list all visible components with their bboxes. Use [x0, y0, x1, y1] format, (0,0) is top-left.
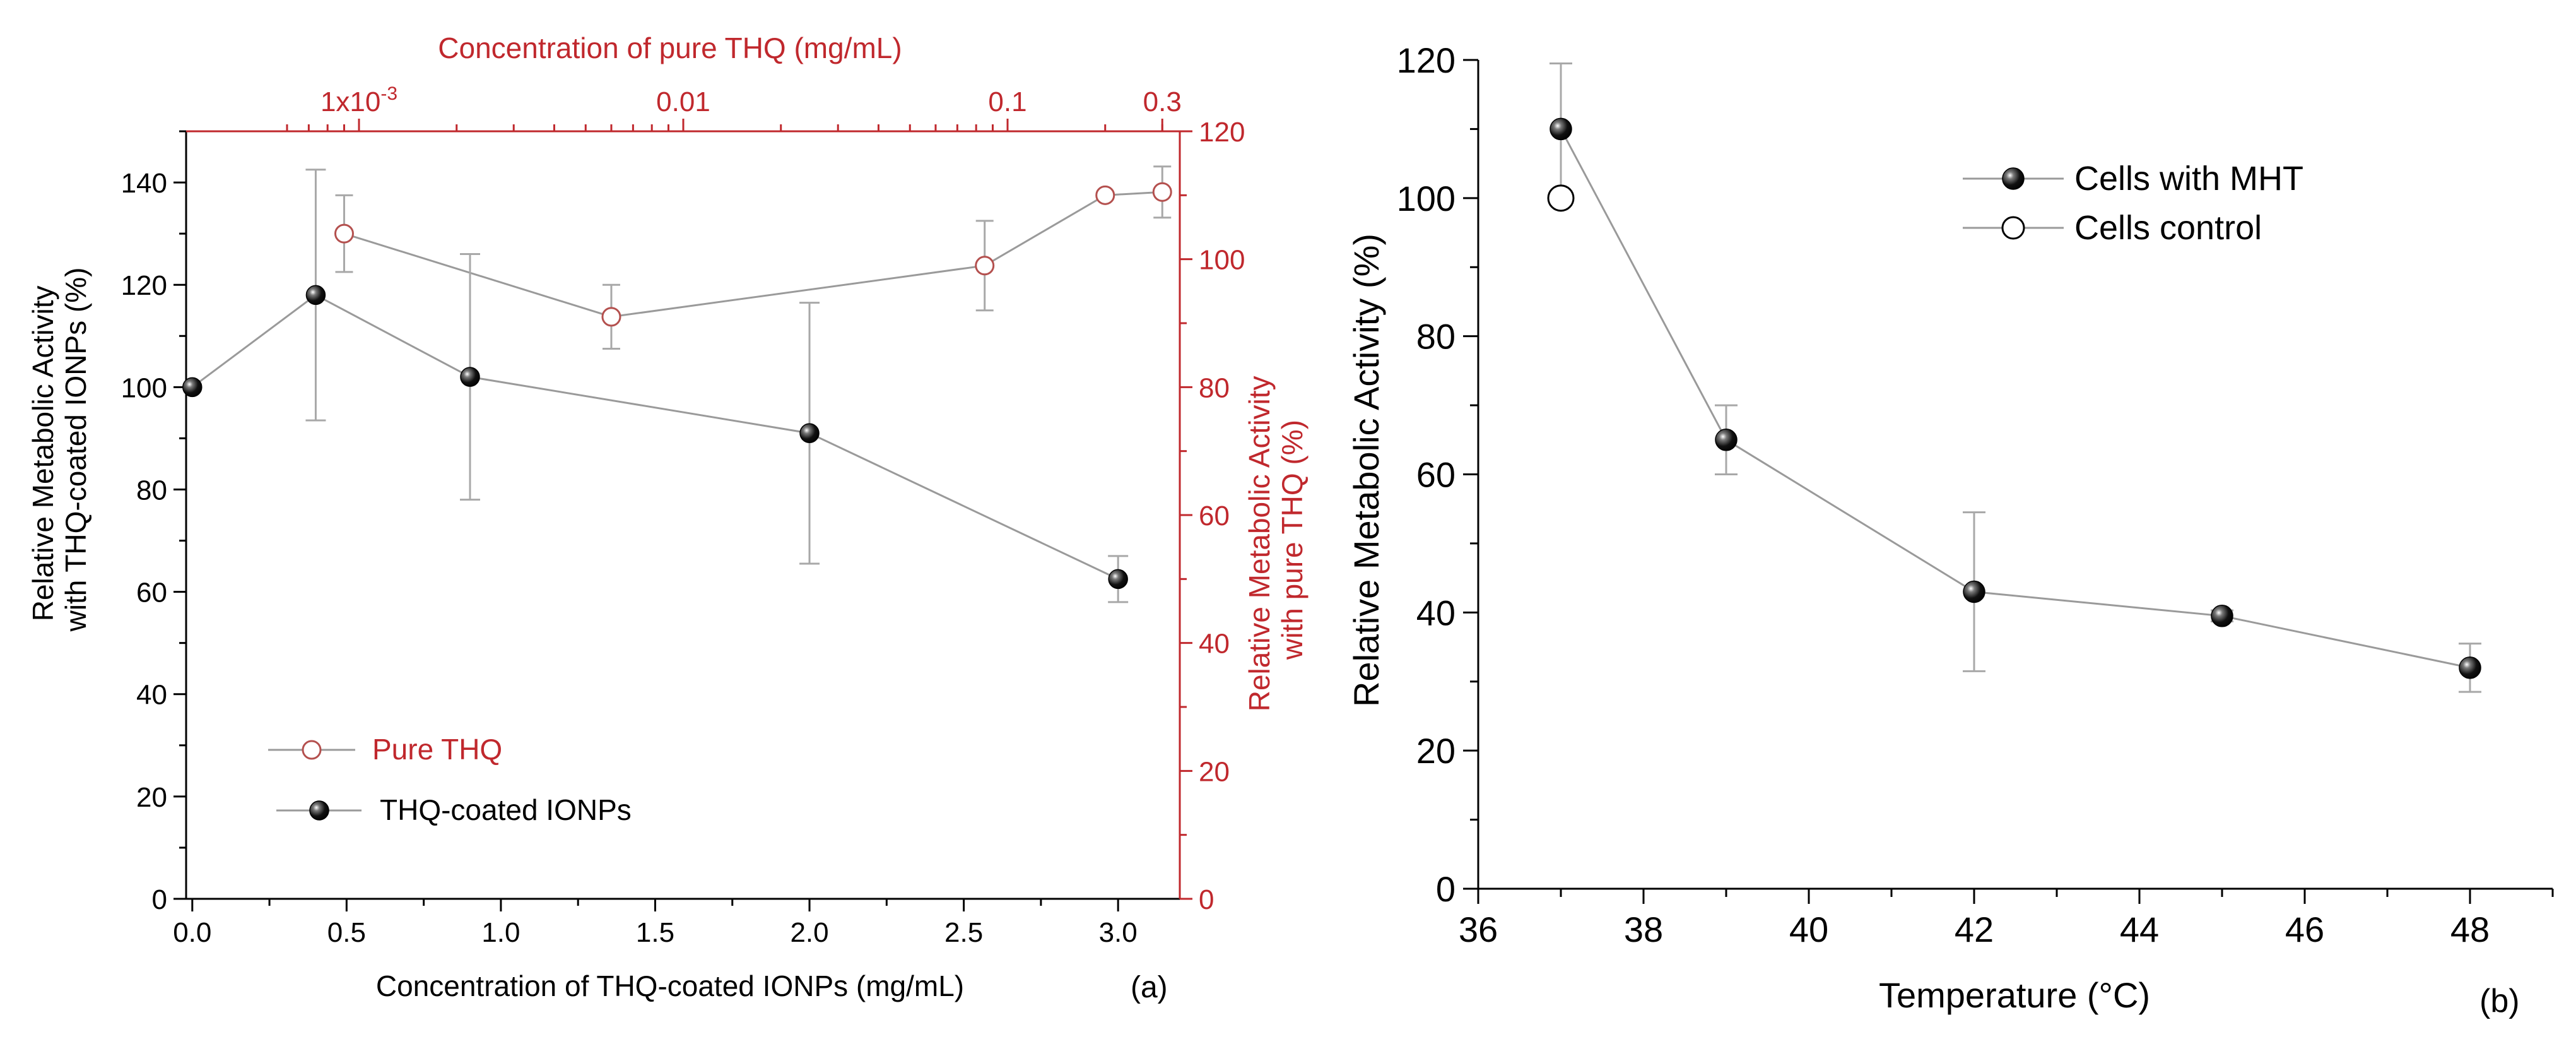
- panel-a-left-tick-label: 20: [136, 782, 167, 813]
- panel-a-series: [182, 165, 1172, 603]
- panel-a-right-y-label-line1: Relative Metabolic Activity: [1243, 376, 1276, 712]
- marker-cells-mht: [2211, 605, 2233, 627]
- marker-cells-mht: [1715, 429, 1738, 451]
- panel-b-y-tick-label: 120: [1397, 40, 1456, 80]
- panel-a-left-tick-label: 40: [136, 680, 167, 711]
- marker-thq-ionps: [1108, 569, 1128, 590]
- panel-a-right-tick-label: 0: [1199, 884, 1214, 915]
- panel-b-x-tick-label: 38: [1624, 910, 1663, 949]
- panel-b-y-axis-label: Relative Metabolic Activity (%): [1346, 234, 1386, 707]
- panel-b-y-tick-label: 60: [1416, 455, 1456, 495]
- panel-a-bottom-axis-ticks: 0.0 0.5 1.0 1.5 2.0 2.5 3.0: [173, 899, 1138, 948]
- panel-a-right-tick-label: 20: [1199, 756, 1230, 787]
- marker-cells-mht: [1550, 117, 1572, 141]
- panel-a-left-tick-label: 140: [121, 168, 167, 199]
- panel-a-left-tick-label: 100: [121, 372, 167, 403]
- panel-a-right-y-axis-label: Relative Metabolic Activity with pure TH…: [1243, 368, 1309, 712]
- panel-a-bottom-tick-label: 2.5: [944, 917, 983, 948]
- panel-b-y-tick-label: 0: [1436, 869, 1456, 909]
- panel-b-y-tick-label: 80: [1416, 317, 1456, 357]
- legend-marker-thq-ionps: [309, 800, 329, 821]
- panel-a-top-tick-label: 0.1: [988, 86, 1026, 117]
- panel-b-label: (b): [2479, 983, 2520, 1019]
- panel-b-legend: Cells with MHT Cells control: [1963, 160, 2303, 247]
- legend-marker-cells-mht: [2002, 167, 2025, 190]
- panel-a-bottom-tick-label: 0.5: [327, 917, 366, 948]
- panel-b-x-tick-label: 48: [2450, 910, 2490, 949]
- series-line-thq-ionps: [191, 294, 1119, 580]
- panel-a-left-y-label-line1: Relative Metabolic Activity: [26, 286, 59, 622]
- panel-a-bottom-tick-label: 1.5: [636, 917, 674, 948]
- series-line-cells-mht: [1560, 128, 2471, 669]
- panel-a-axes: [185, 130, 1181, 900]
- panel-b-y-tick-label: 100: [1397, 179, 1456, 218]
- panel-a-left-tick-label: 120: [121, 270, 167, 301]
- marker-cells-mht: [2459, 656, 2481, 679]
- panel-a-right-tick-label: 80: [1199, 372, 1230, 403]
- marker-pure-thq: [1152, 182, 1172, 202]
- panel-a-right-tick-label: 40: [1199, 629, 1230, 660]
- panel-b-series: [1547, 62, 2481, 693]
- marker-cells-control: [1547, 184, 1575, 212]
- panel-a-bottom-tick-label: 1.0: [481, 917, 520, 948]
- panel-b-x-tick-label: 42: [1955, 910, 1994, 949]
- panel-b-y-tick-label: 20: [1416, 731, 1456, 771]
- marker-pure-thq: [601, 307, 621, 327]
- panel-b-x-tick-label: 36: [1459, 910, 1498, 949]
- marker-pure-thq: [975, 256, 995, 276]
- marker-pure-thq: [1095, 185, 1115, 205]
- marker-thq-ionps: [460, 367, 480, 387]
- panel-b-y-tick-label: 40: [1416, 593, 1456, 632]
- legend-marker-cells-control: [2001, 216, 2025, 240]
- panel-a-right-tick-label: 120: [1199, 117, 1245, 148]
- panel-a-left-tick-label: 60: [136, 578, 167, 608]
- legend-label-cells-control: Cells control: [2074, 209, 2262, 247]
- panel-a-legend: Pure THQ THQ-coated IONPs: [268, 733, 632, 826]
- panel-b-x-tick-label: 46: [2285, 910, 2324, 949]
- legend-label-pure-thq: Pure THQ: [372, 733, 502, 766]
- marker-pure-thq: [334, 223, 354, 244]
- panel-a-top-tick-label: 0.01: [656, 86, 710, 117]
- legend-marker-pure-thq: [302, 740, 322, 760]
- marker-thq-ionps: [799, 423, 820, 444]
- panel-a-right-axis-ticks: 0 20 40 60 80 100 120: [1180, 117, 1245, 915]
- panel-b-x-tick-label: 44: [2120, 910, 2159, 949]
- panel-b-y-axis-ticks: 0 20 40 60 80 100 120: [1397, 40, 1478, 909]
- marker-thq-ionps: [305, 285, 326, 306]
- panel-a-top-axis-ticks: 1x10-3 0.01 0.1 0.3: [286, 83, 1182, 131]
- panel-a-left-axis-ticks: 0 20 40 60 80 100 120 140: [121, 130, 186, 915]
- panel-b-x-axis-ticks: 36 38 40 42 44 46 48: [1459, 889, 2554, 949]
- panel-a-bottom-tick-label: 0.0: [173, 917, 211, 948]
- legend-label-thq-ionps: THQ-coated IONPs: [380, 793, 632, 826]
- panel-a-left-tick-label: 80: [136, 475, 167, 506]
- panel-a-label: (a): [1131, 971, 1168, 1004]
- panel-b-x-axis-label: Temperature (°C): [1879, 975, 2150, 1015]
- panel-a-top-tick-label: 1x10-3: [321, 83, 397, 117]
- panel-a-left-tick-label: 0: [152, 884, 167, 915]
- legend-label-cells-mht: Cells with MHT: [2074, 160, 2303, 198]
- marker-cells-mht: [1963, 580, 1985, 603]
- panel-a-x-axis-label: Concentration of THQ-coated IONPs (mg/mL…: [376, 970, 964, 1002]
- marker-thq-ionps: [182, 377, 203, 398]
- panel-b-x-tick-label: 40: [1789, 910, 1828, 949]
- panel-a-left-y-axis-label: Relative Metabolic Activity with THQ-coa…: [26, 268, 92, 632]
- panel-a-top-x-axis-label: Concentration of pure THQ (mg/mL): [438, 32, 902, 64]
- panel-a-bottom-tick-label: 2.0: [790, 917, 828, 948]
- panel-a-right-y-label-line2: with pure THQ (%): [1276, 420, 1309, 660]
- panel-b: 0 20 40 60 80 100 120 36 38 40 42 44 46 48 Temperatu…: [1346, 40, 2554, 1019]
- panel-a-bottom-tick-label: 3.0: [1099, 917, 1138, 948]
- panel-a-right-tick-label: 60: [1199, 501, 1230, 531]
- panel-a-left-y-label-line2: with THQ-coated IONPs (%): [59, 268, 92, 632]
- panel-a-top-tick-label: 0.3: [1143, 86, 1182, 117]
- panel-a-right-tick-label: 100: [1199, 245, 1245, 276]
